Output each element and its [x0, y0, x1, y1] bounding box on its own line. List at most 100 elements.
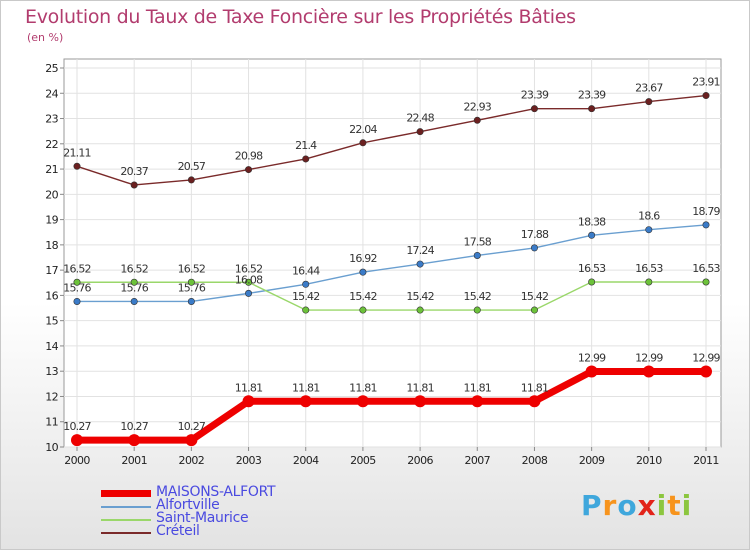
- data-label-alfortville: 16.08: [235, 273, 263, 286]
- data-point-maisons-alfort: [128, 434, 141, 447]
- y-tick-label: 12: [45, 390, 58, 403]
- data-point-maisons-alfort: [700, 365, 712, 378]
- data-label-saint-maurice: 15.42: [464, 290, 492, 303]
- data-label-alfortville: 17.88: [521, 228, 549, 241]
- data-point-saint-maurice: [416, 306, 424, 314]
- data-label-cr-teil: 20.37: [120, 165, 148, 178]
- data-point-maisons-alfort: [528, 395, 541, 408]
- data-label-alfortville: 15.76: [63, 281, 91, 294]
- data-point-maisons-alfort: [414, 395, 427, 408]
- data-label-saint-maurice: 16.52: [120, 262, 148, 275]
- data-label-saint-maurice: 15.42: [349, 290, 377, 303]
- legend-swatch: [101, 506, 151, 508]
- data-label-alfortville: 15.76: [178, 281, 206, 294]
- data-label-maisons-alfort: 10.27: [120, 420, 148, 433]
- y-tick-label: 21: [45, 163, 58, 176]
- data-label-maisons-alfort: 11.81: [521, 381, 549, 394]
- data-point-saint-maurice: [187, 278, 195, 286]
- grid-lines: [64, 59, 721, 448]
- data-label-maisons-alfort: 10.27: [178, 420, 206, 433]
- legend-label: Saint-Maurice: [156, 510, 249, 526]
- data-label-saint-maurice: 15.42: [521, 290, 549, 303]
- y-tick-label: 24: [45, 87, 58, 100]
- x-tick-label: 2005: [350, 454, 376, 467]
- logo-letter: t: [667, 489, 682, 522]
- y-tick-label: 19: [45, 214, 58, 227]
- data-label-saint-maurice: 16.53: [692, 262, 720, 275]
- data-point-alfortville: [302, 280, 310, 288]
- data-point-saint-maurice: [645, 278, 653, 286]
- data-point-alfortville: [473, 251, 481, 259]
- data-label-maisons-alfort: 11.81: [235, 381, 263, 394]
- data-point-cr-teil: [416, 128, 424, 136]
- x-tick-label: 2004: [293, 454, 319, 467]
- data-point-saint-maurice: [245, 278, 253, 286]
- data-point-maisons-alfort: [71, 434, 83, 447]
- data-label-saint-maurice: 15.42: [292, 290, 320, 303]
- data-point-cr-teil: [473, 116, 481, 124]
- y-tick-label: 23: [45, 113, 58, 126]
- data-label-saint-maurice: 16.52: [63, 262, 91, 275]
- y-tick-label: 22: [45, 138, 58, 151]
- data-label-alfortville: 18.79: [692, 205, 720, 218]
- data-point-cr-teil: [645, 98, 653, 106]
- data-label-alfortville: 16.44: [292, 264, 320, 277]
- data-label-saint-maurice: 15.42: [406, 290, 434, 303]
- series-line-maisons-alfort: [73, 367, 710, 444]
- series-line-saint-maurice: [76, 281, 707, 311]
- series-group: [71, 92, 712, 447]
- data-point-saint-maurice: [359, 306, 367, 314]
- data-point-cr-teil: [302, 155, 310, 163]
- data-label-maisons-alfort: 12.99: [692, 351, 720, 364]
- legend-swatch: [101, 532, 151, 534]
- x-tick-label: 2010: [636, 454, 662, 467]
- y-tick-label: 10: [45, 441, 58, 454]
- data-label-cr-teil: 23.39: [521, 89, 549, 102]
- legend-label: Créteil: [156, 523, 200, 539]
- plot-area: [63, 58, 722, 448]
- x-tick-label: 2008: [522, 454, 548, 467]
- data-label-saint-maurice: 16.53: [578, 262, 606, 275]
- data-label-maisons-alfort: 11.81: [292, 381, 320, 394]
- data-label-cr-teil: 22.48: [406, 112, 434, 125]
- logo-letter: x: [637, 489, 657, 522]
- data-point-maisons-alfort: [471, 395, 484, 408]
- data-point-alfortville: [73, 297, 81, 305]
- x-tick-label: 2007: [464, 454, 490, 467]
- data-label-cr-teil: 23.67: [635, 82, 663, 95]
- data-label-cr-teil: 22.93: [464, 100, 492, 113]
- x-tick-label: 2009: [579, 454, 605, 467]
- legend-label: MAISONS-ALFORT: [156, 484, 276, 500]
- data-labels: 21.11 20.37 20.57 20.98 21.4 22.04 22.48 22.93 2…: [63, 76, 721, 434]
- x-tick-label: 2006: [407, 454, 433, 467]
- x-tick-label: 2002: [179, 454, 205, 467]
- data-point-alfortville: [187, 297, 195, 305]
- data-label-maisons-alfort: 11.81: [464, 381, 492, 394]
- data-label-maisons-alfort: 11.81: [406, 381, 434, 394]
- data-label-cr-teil: 20.57: [178, 160, 206, 173]
- legend-swatch: [101, 519, 151, 521]
- data-point-alfortville: [416, 260, 424, 268]
- data-point-maisons-alfort: [185, 434, 198, 447]
- data-label-saint-maurice: 16.52: [178, 262, 206, 275]
- logo-letter: P: [581, 489, 603, 522]
- data-point-saint-maurice: [302, 306, 310, 314]
- y-tick-label: 20: [45, 188, 58, 201]
- data-point-cr-teil: [73, 162, 81, 170]
- data-label-alfortville: 17.24: [406, 244, 434, 257]
- data-label-alfortville: 18.38: [578, 215, 606, 228]
- data-point-cr-teil: [702, 92, 710, 100]
- data-point-alfortville: [645, 226, 653, 234]
- legend-swatch: [101, 490, 151, 497]
- data-label-saint-maurice: 16.53: [635, 262, 663, 275]
- data-label-alfortville: 16.92: [349, 252, 377, 265]
- data-label-cr-teil: 23.39: [578, 89, 606, 102]
- data-point-cr-teil: [530, 105, 538, 113]
- data-label-cr-teil: 20.98: [235, 150, 263, 163]
- data-point-alfortville: [530, 244, 538, 252]
- logo-letter: r: [602, 489, 618, 522]
- x-tick-label: 2001: [121, 454, 147, 467]
- data-label-alfortville: 18.6: [638, 210, 660, 223]
- data-label-cr-teil: 21.11: [63, 146, 91, 159]
